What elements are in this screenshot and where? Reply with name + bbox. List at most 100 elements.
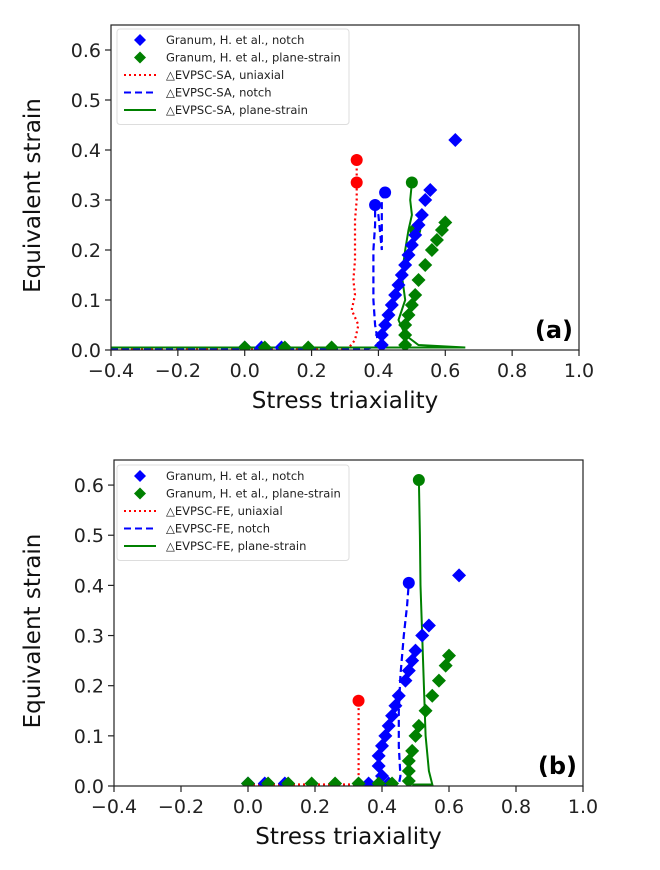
data-point-diamond [385, 776, 400, 786]
y-ticks-a: 0.0 0.1 0.2 0.3 0.4 0.5 0.6 [71, 40, 111, 362]
legend-entry: Granum, H. et al., notch [134, 469, 304, 483]
data-point-diamond [398, 338, 413, 350]
y-ticks-b: 0.0 0.1 0.2 0.3 0.4 0.5 0.6 [74, 475, 114, 798]
x-tick-label: 0.4 [363, 360, 393, 382]
x-ticks-b: −0.4 −0.2 0.0 0.2 0.4 0.6 0.8 1.0 [91, 786, 598, 818]
legend-entry: △EVPSC-FE, uniaxial [124, 504, 283, 518]
y-axis-label-b: Equivalent strain [20, 534, 46, 729]
data-point-diamond [424, 243, 439, 257]
series-line-4 [412, 480, 434, 786]
series-line-2 [248, 700, 360, 786]
x-tick-label: 0.8 [497, 360, 527, 382]
data-point-diamond [261, 776, 276, 786]
data-point-diamond [371, 776, 386, 786]
data-point-diamond [414, 208, 429, 222]
x-tick-label: −0.2 [155, 360, 201, 382]
legend-label: △EVPSC-SA, notch [166, 86, 272, 100]
x-tick-label: 0.4 [367, 796, 397, 818]
plot-area-b [241, 474, 467, 786]
data-point-diamond [328, 776, 343, 786]
data-point-diamond [401, 773, 416, 786]
data-point-diamond [241, 776, 255, 786]
data-point-diamond [324, 340, 339, 350]
x-tick-label: 0.0 [233, 796, 263, 818]
legend-label: △EVPSC-SA, uniaxial [166, 68, 284, 82]
series-line-2 [111, 160, 360, 350]
end-point-marker [412, 474, 425, 487]
data-point-diamond [371, 758, 386, 773]
data-point-diamond [301, 340, 316, 350]
data-point-diamond [391, 688, 406, 703]
legend-label: △EVPSC-FE, notch [166, 522, 270, 536]
legend-entry: Granum, H. et al., notch [134, 33, 304, 47]
legend-diamond-icon [134, 51, 146, 64]
data-point-diamond [398, 328, 413, 342]
legend-label: Granum, H. et al., plane-strain [166, 51, 341, 65]
legend-entry: △EVPSC-FE, plane-strain [124, 539, 306, 553]
x-tick-label: 0.8 [501, 796, 531, 818]
y-tick-label: 0.5 [74, 525, 104, 547]
legend-entry: △EVPSC-SA, plane-strain [124, 103, 308, 117]
x-tick-label: 0.2 [300, 796, 330, 818]
y-tick-label: 0.2 [74, 676, 104, 698]
data-point-diamond [408, 643, 423, 658]
legend-box [116, 28, 350, 125]
x-tick-label: 1.0 [564, 360, 594, 382]
end-point-marker [350, 176, 363, 189]
data-point-diamond [415, 628, 430, 643]
end-point-marker [405, 176, 418, 189]
x-tick-label: −0.4 [88, 360, 134, 382]
legend-diamond-icon [134, 34, 146, 46]
data-point-diamond [411, 718, 426, 733]
end-point-marker [352, 694, 365, 707]
data-point-diamond [429, 233, 444, 247]
x-axis-label-b: Stress triaxiality [255, 824, 441, 850]
x-axis-label-a: Stress triaxiality [252, 388, 438, 414]
data-point-diamond [425, 688, 440, 703]
y-tick-label: 0.6 [71, 40, 101, 62]
axes-frame-b [113, 459, 584, 787]
data-point-diamond [374, 338, 389, 350]
x-tick-label: 0.6 [430, 360, 460, 382]
legend-entry: Granum, H. et al., plane-strain [134, 487, 341, 501]
axes-frame-a [110, 24, 580, 351]
data-point-diamond [438, 215, 453, 230]
data-point-diamond [418, 703, 433, 718]
legend-label: △EVPSC-FE, uniaxial [166, 504, 283, 518]
y-tick-label: 0.6 [74, 475, 104, 497]
data-point-diamond [257, 340, 272, 350]
x-tick-label: −0.4 [91, 796, 137, 818]
y-tick-label: 0.2 [71, 240, 101, 262]
data-point-diamond [418, 193, 433, 207]
y-tick-label: 0.0 [71, 340, 101, 362]
panel-b: −0.4 −0.2 0.0 0.2 0.4 0.6 0.8 1.0 0.00.10.20.30… [20, 459, 598, 850]
y-tick-label: 0.1 [74, 726, 104, 748]
y-tick-label: 0.3 [74, 626, 104, 648]
data-point-diamond [418, 258, 433, 272]
series-line-3 [368, 582, 410, 786]
series-line-3 [111, 192, 387, 350]
series-line-4 [111, 182, 466, 349]
y-axis-label-a: Equivalent strain [20, 98, 46, 293]
end-point-marker [369, 199, 382, 211]
legend-entry: △EVPSC-SA, uniaxial [124, 68, 284, 82]
legend-label: △EVPSC-FE, plane-strain [166, 539, 306, 553]
end-point-marker [350, 154, 363, 166]
panel-label-b: (b) [538, 752, 577, 780]
data-point-diamond [408, 288, 423, 302]
data-point-diamond [281, 776, 296, 786]
x-tick-label: −0.2 [158, 796, 204, 818]
legend-label: △EVPSC-SA, plane-strain [166, 103, 308, 117]
data-point-diamond [411, 273, 426, 287]
data-point-diamond [442, 648, 456, 663]
x-tick-label: 0.0 [230, 360, 260, 382]
legend-diamond-icon [134, 487, 146, 500]
end-point-marker [402, 576, 415, 589]
end-point-marker [379, 186, 392, 199]
legend-a: Granum, H. et al., notch Granum, H. et al… [116, 28, 350, 125]
panel-label-a: (a) [535, 316, 573, 344]
legend-label: Granum, H. et al., plane-strain [166, 487, 341, 501]
x-tick-label: 0.2 [296, 360, 326, 382]
x-ticks-a: −0.4 −0.2 0.0 0.2 0.4 0.6 0.8 1.0 [88, 350, 594, 382]
